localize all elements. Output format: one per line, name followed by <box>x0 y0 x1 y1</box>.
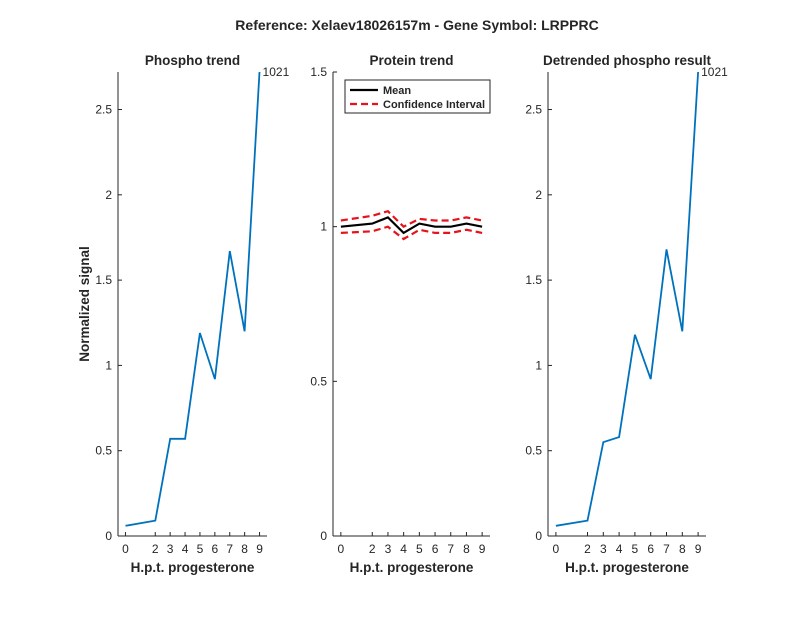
phospho-trend-x-tick-label: 6 <box>212 542 219 556</box>
detrended-phospho-x-tick-label: 0 <box>553 542 560 556</box>
phospho-trend-x-tick-label: 5 <box>197 542 204 556</box>
phospho-trend-y-tick-label: 1 <box>105 358 112 372</box>
phospho-trend-x-tick-label: 8 <box>241 542 248 556</box>
detrended-phospho-y-tick-label: 2 <box>535 188 542 202</box>
figure-title: Reference: Xelaev18026157m - Gene Symbol… <box>235 17 598 33</box>
protein-trend-x-tick-label: 4 <box>400 542 407 556</box>
detrended-phospho-y-tick-label: 0.5 <box>525 444 542 458</box>
legend-mean-label: Mean <box>383 85 411 97</box>
detrended-phospho-x-tick-label: 9 <box>695 542 702 556</box>
protein-trend-y-tick-label: 1.5 <box>310 65 327 79</box>
protein-trend-y-tick-label: 0 <box>320 529 327 543</box>
phospho-trend-x-axis-label: H.p.t. progesterone <box>131 560 255 575</box>
protein-trend-x-tick-label: 2 <box>369 542 376 556</box>
protein-trend-y-tick-label: 1 <box>320 220 327 234</box>
protein-trend-x-tick-label: 8 <box>463 542 470 556</box>
phospho-trend-line <box>125 71 261 527</box>
phospho-trend-x-tick-label: 3 <box>167 542 174 556</box>
protein-trend-x-tick-label: 9 <box>479 542 486 556</box>
detrended-phospho-y-tick-label: 1 <box>535 358 542 372</box>
protein-trend-x-tick-label: 0 <box>338 542 345 556</box>
legend-ci-label: Confidence Interval <box>383 99 485 111</box>
phospho-trend-y-tick-label: 2 <box>105 188 112 202</box>
detrended-phospho-x-tick-label: 3 <box>600 542 607 556</box>
protein-trend-x-tick-label: 5 <box>416 542 423 556</box>
protein-trend-panel: Protein trend 0 2 3 4 5 6 7 8 9 0 0.5 1 1.5 H.p.t. pro… <box>310 53 491 575</box>
detrended-phospho-x-tick-label: 4 <box>616 542 623 556</box>
detrended-phospho-x-tick-label: 2 <box>584 542 591 556</box>
ci-lower-line <box>340 225 483 241</box>
phospho-trend-y-axis-label: Normalized signal <box>77 246 92 362</box>
phospho-trend-x-tick-label: 2 <box>152 542 159 556</box>
legend: Mean Confidence Interval <box>344 79 491 114</box>
phospho-trend-x-tick-label: 7 <box>226 542 233 556</box>
phospho-trend-x-tick-label: 0 <box>122 542 129 556</box>
detrended-phospho-title: Detrended phospho result <box>543 53 712 68</box>
protein-trend-x-tick-label: 3 <box>385 542 392 556</box>
detrended-phospho-y-tick-label: 2.5 <box>525 103 542 117</box>
phospho-trend-x-tick-label: 4 <box>182 542 189 556</box>
phospho-trend-title: Phospho trend <box>145 53 240 68</box>
phospho-trend-y-tick-label: 0 <box>105 529 112 543</box>
phospho-trend-y-tick-label: 2.5 <box>95 103 112 117</box>
phospho-trend-y-tick-label: 1.5 <box>95 273 112 287</box>
detrended-phospho-x-tick-label: 5 <box>632 542 639 556</box>
detrended-phospho-x-axis-label: H.p.t. progesterone <box>565 560 689 575</box>
detrended-phospho-x-tick-label: 8 <box>679 542 686 556</box>
protein-trend-x-axis-label: H.p.t. progesterone <box>350 560 474 575</box>
protein-trend-title: Protein trend <box>369 53 453 68</box>
detrended-phospho-x-tick-label: 7 <box>663 542 670 556</box>
mean-line <box>340 216 483 235</box>
phospho-trend-y-tick-label: 0.5 <box>95 444 112 458</box>
protein-trend-x-tick-label: 7 <box>447 542 454 556</box>
legend-box <box>344 79 491 114</box>
protein-trend-y-tick-label: 0.5 <box>310 374 327 388</box>
detrended-phospho-y-tick-label: 1.5 <box>525 273 542 287</box>
detrended-phospho-x-tick-label: 6 <box>647 542 654 556</box>
protein-trend-x-tick-label: 6 <box>432 542 439 556</box>
phospho-trend-x-tick-label: 9 <box>256 542 263 556</box>
ci-upper-line <box>340 209 483 229</box>
detrended-phospho-annotation: 1021 <box>701 65 728 79</box>
detrended-phospho-line <box>555 71 699 527</box>
phospho-trend-annotation: 1021 <box>263 65 290 79</box>
detrended-phospho-y-tick-label: 0 <box>535 529 542 543</box>
